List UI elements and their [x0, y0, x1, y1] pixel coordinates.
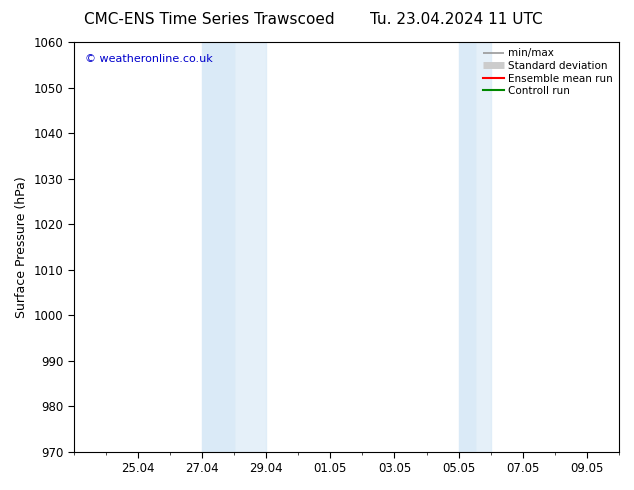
Bar	[475, 42, 491, 452]
Text: Tu. 23.04.2024 11 UTC: Tu. 23.04.2024 11 UTC	[370, 12, 543, 27]
Bar	[234, 42, 266, 452]
Text: © weatheronline.co.uk: © weatheronline.co.uk	[84, 54, 212, 64]
Y-axis label: Surface Pressure (hPa): Surface Pressure (hPa)	[15, 176, 28, 318]
Bar	[202, 42, 234, 452]
Text: CMC-ENS Time Series Trawscoed: CMC-ENS Time Series Trawscoed	[84, 12, 335, 27]
Bar	[458, 42, 475, 452]
Legend: min/max, Standard deviation, Ensemble mean run, Controll run: min/max, Standard deviation, Ensemble me…	[480, 45, 616, 99]
